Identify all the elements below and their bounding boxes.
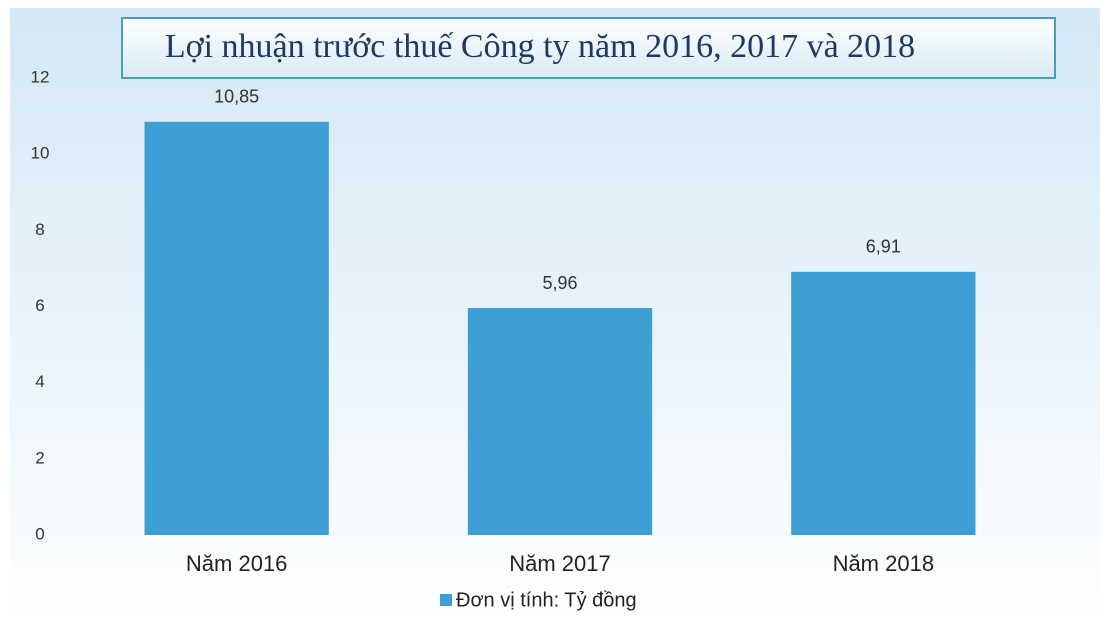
x-tick-label: Năm 2016 (186, 551, 288, 576)
legend-label: Đơn vị tính: Tỷ đồng (456, 589, 637, 611)
data-label: 5,96 (542, 273, 577, 293)
y-tick-label: 6 (35, 296, 44, 315)
legend-swatch (440, 594, 452, 606)
x-tick-label: Năm 2018 (833, 551, 935, 576)
data-label: 10,85 (214, 87, 259, 107)
title-box (121, 17, 1056, 79)
y-tick-label: 4 (35, 372, 44, 391)
y-tick-label: 0 (35, 524, 44, 543)
chart-title: Lợi nhuận trước thuế Công ty năm 2016, 2… (165, 28, 915, 65)
y-tick-label: 12 (31, 67, 50, 86)
data-label: 6,91 (866, 237, 901, 257)
y-tick-label: 10 (31, 144, 50, 163)
y-tick-label: 2 (35, 448, 44, 467)
y-tick-label: 8 (35, 220, 44, 239)
bar (144, 121, 329, 535)
bar (467, 308, 653, 535)
bar (791, 271, 976, 535)
x-tick-label: Năm 2017 (509, 551, 611, 576)
